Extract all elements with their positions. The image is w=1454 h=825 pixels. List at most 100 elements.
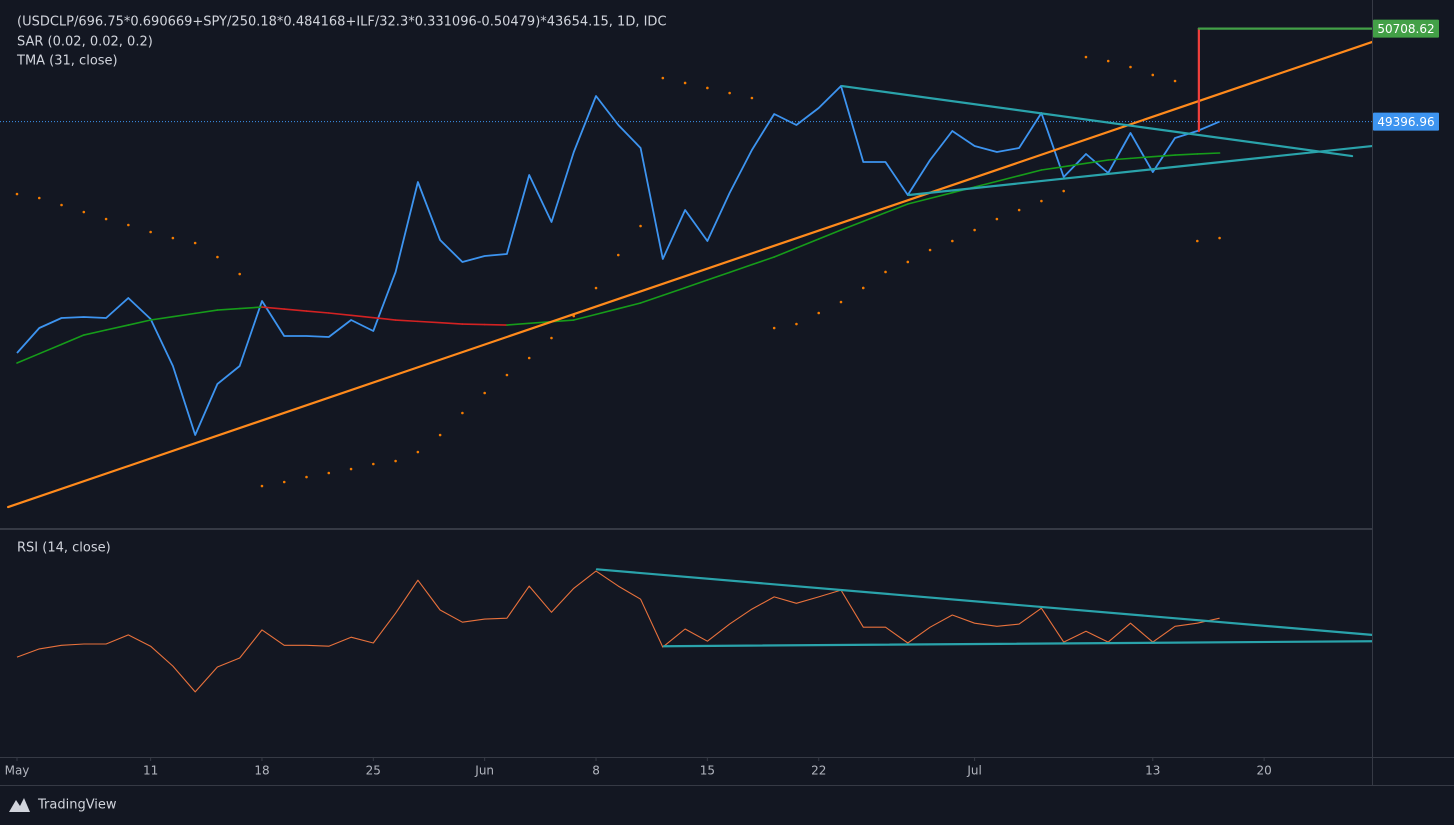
legend-entry: SAR (0.02, 0.02, 0.2)	[17, 35, 153, 50]
tma-segment	[1129, 155, 1154, 160]
sar-dot	[661, 76, 665, 80]
sar-dot	[1173, 79, 1177, 83]
sar-dot	[973, 228, 976, 232]
sar-dot	[37, 196, 41, 200]
tma-segment	[60, 334, 85, 346]
sar-dot	[728, 91, 731, 95]
x-tick-label: 25	[366, 764, 381, 778]
tma-segment	[305, 310, 330, 314]
sar-dot	[594, 286, 598, 290]
sar-dot	[817, 311, 821, 315]
sar-dot	[884, 270, 887, 274]
sar-dot	[1129, 65, 1132, 69]
series-line	[16, 570, 1220, 693]
tma-segment	[817, 229, 842, 240]
sar-dot	[327, 471, 331, 475]
tma-segment	[127, 319, 152, 326]
sar-dot	[1017, 208, 1021, 212]
tma-segment	[261, 306, 286, 310]
trend-line	[841, 84, 1354, 158]
x-tick-label: May	[5, 764, 30, 778]
tma-segment	[506, 322, 531, 326]
x-tick-label: Jun	[474, 764, 494, 778]
tma-segment	[1196, 152, 1221, 155]
tma-segment	[884, 203, 909, 214]
sar-dot	[1218, 236, 1221, 240]
tma-segment	[327, 312, 352, 317]
tma-segment	[16, 352, 41, 364]
sar-dot	[1196, 239, 1199, 243]
tma-segment	[595, 307, 620, 316]
sar-dot	[15, 192, 19, 196]
sar-dot	[1084, 55, 1088, 59]
sar-dot	[394, 459, 397, 463]
sar-dot	[951, 239, 954, 243]
sar-dot	[171, 236, 175, 240]
sar-dot	[527, 356, 531, 360]
sar-dot	[372, 462, 375, 466]
tma-segment	[439, 321, 464, 325]
x-tick-label: 15	[700, 764, 715, 778]
sar-dot	[483, 391, 486, 395]
sar-dot	[238, 272, 241, 276]
sar-dot	[550, 336, 553, 340]
tma-segment	[639, 294, 664, 304]
x-tick-label: 11	[143, 764, 158, 778]
tma-segment	[238, 306, 263, 310]
legend-entry: TMA (31, close)	[16, 54, 118, 69]
tma-segment	[394, 319, 419, 323]
sar-dot	[639, 224, 642, 228]
tma-segment	[973, 180, 998, 188]
tma-segment	[38, 343, 63, 355]
sar-dot	[149, 230, 152, 234]
sar-dot	[861, 286, 865, 290]
tma-segment	[216, 307, 241, 311]
sar-dot	[193, 241, 197, 245]
x-tick-label: 13	[1145, 764, 1160, 778]
tma-segment	[1018, 169, 1043, 177]
sar-dot	[216, 255, 219, 259]
sar-dot	[127, 223, 130, 227]
sar-dot	[505, 373, 509, 377]
sar-dot	[839, 300, 843, 304]
tma-segment	[662, 286, 686, 297]
sar-dot	[82, 210, 86, 214]
tma-segment	[572, 313, 597, 321]
trend-line	[595, 568, 1374, 637]
legend-entry: RSI (14, close)	[17, 541, 111, 556]
tma-segment	[1107, 157, 1132, 161]
sar-dot	[104, 217, 108, 221]
tma-segment	[840, 220, 865, 231]
trend-line	[662, 640, 1374, 648]
sar-dot	[750, 96, 754, 100]
tma-segment	[372, 316, 397, 321]
sar-dot	[1106, 59, 1110, 63]
tma-segment	[996, 174, 1020, 183]
sar-dot	[1062, 189, 1065, 193]
x-tick-label: Jul	[966, 764, 981, 778]
tma-segment	[706, 271, 731, 281]
tma-segment	[906, 197, 931, 205]
tma-segment	[1151, 154, 1176, 158]
tma-segment	[862, 211, 887, 223]
sar-dot	[1151, 73, 1155, 77]
last-price-label: 49396.96	[1377, 115, 1434, 129]
sar-dot	[461, 411, 464, 415]
marks-layer	[0, 27, 1374, 693]
level-box	[1373, 19, 1439, 38]
tma-segment	[350, 314, 375, 319]
legend-entry: (USDCLP/696.75*0.690669+SPY/250.18*0.484…	[17, 15, 667, 30]
tradingview-logo[interactable]: TradingView	[9, 798, 117, 813]
tma-segment	[617, 302, 642, 310]
tma-segment	[1085, 159, 1110, 165]
tma-segment	[795, 238, 820, 249]
x-tick-label: 22	[811, 764, 826, 778]
sar-dot	[260, 484, 264, 488]
tma-segment	[1062, 162, 1087, 168]
sar-dot	[305, 475, 308, 479]
tma-segment	[172, 312, 196, 318]
level-label: 50708.62	[1377, 22, 1434, 36]
tma-segment	[194, 309, 219, 315]
